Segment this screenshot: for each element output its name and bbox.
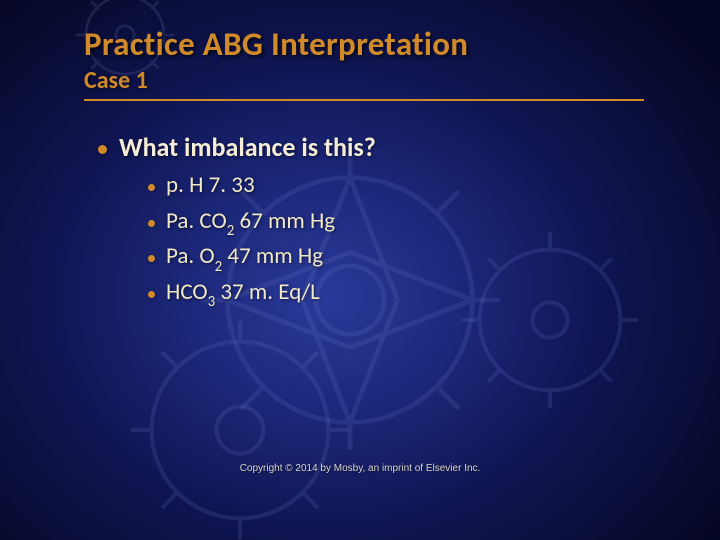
slide-content: Practice ABG Interpretation Case 1 What … <box>0 0 720 540</box>
bullet-level-2-group: p. H 7. 33 Pa. CO2 67 mm Hg Pa. O2 47 mm… <box>98 171 660 309</box>
bullet-icon <box>148 220 155 227</box>
bullet-level-2: p. H 7. 33 <box>148 171 660 203</box>
bullet-text: Pa. CO2 67 mm Hg <box>166 207 335 239</box>
bullet-level-2: HCO3 37 m. Eq/L <box>148 278 660 310</box>
slide-body: What imbalance is this? p. H 7. 33 Pa. C… <box>84 131 660 309</box>
bullet-level-1: What imbalance is this? <box>98 131 660 163</box>
bullet-icon <box>148 184 155 191</box>
bullet-level-2: Pa. O2 47 mm Hg <box>148 242 660 274</box>
bullet-text: What imbalance is this? <box>119 131 376 163</box>
bullet-icon <box>98 145 107 154</box>
bullet-text: Pa. O2 47 mm Hg <box>166 242 323 274</box>
bullet-level-2: Pa. CO2 67 mm Hg <box>148 207 660 239</box>
slide-title: Practice ABG Interpretation <box>84 24 660 64</box>
bullet-text: p. H 7. 33 <box>166 171 255 203</box>
copyright-text: Copyright © 2014 by Mosby, an imprint of… <box>0 463 720 474</box>
slide-subtitle: Case 1 <box>84 66 644 101</box>
bullet-text: HCO3 37 m. Eq/L <box>166 278 320 310</box>
bullet-icon <box>148 255 155 262</box>
bullet-icon <box>148 291 155 298</box>
